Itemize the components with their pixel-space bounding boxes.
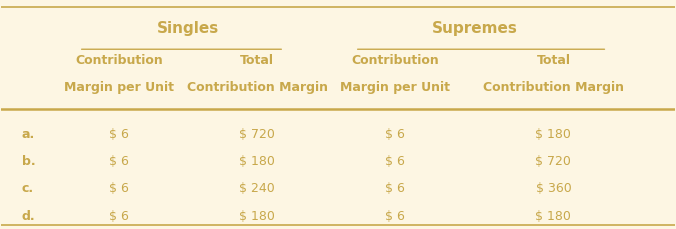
Text: Singles: Singles xyxy=(157,21,219,36)
Text: $ 6: $ 6 xyxy=(110,154,129,167)
Text: Contribution: Contribution xyxy=(352,54,439,67)
Text: Contribution Margin: Contribution Margin xyxy=(483,81,624,94)
Text: Total: Total xyxy=(537,54,571,67)
Text: $ 360: $ 360 xyxy=(535,182,571,194)
Text: c.: c. xyxy=(22,182,34,194)
Text: $ 6: $ 6 xyxy=(385,154,405,167)
Text: d.: d. xyxy=(22,209,35,222)
Text: Margin per Unit: Margin per Unit xyxy=(64,81,174,94)
Text: $ 6: $ 6 xyxy=(385,127,405,140)
Text: Contribution: Contribution xyxy=(75,54,163,67)
Text: a.: a. xyxy=(22,127,35,140)
Text: $ 720: $ 720 xyxy=(535,154,571,167)
Text: $ 180: $ 180 xyxy=(239,154,275,167)
Text: $ 6: $ 6 xyxy=(110,127,129,140)
Text: $ 180: $ 180 xyxy=(535,127,571,140)
Text: $ 240: $ 240 xyxy=(239,182,275,194)
Text: $ 180: $ 180 xyxy=(239,209,275,222)
Text: b.: b. xyxy=(22,154,35,167)
Text: $ 6: $ 6 xyxy=(110,182,129,194)
Text: Supremes: Supremes xyxy=(431,21,517,36)
Text: $ 720: $ 720 xyxy=(239,127,275,140)
Text: $ 180: $ 180 xyxy=(535,209,571,222)
Text: Margin per Unit: Margin per Unit xyxy=(340,81,450,94)
Text: $ 6: $ 6 xyxy=(385,182,405,194)
Text: Contribution Margin: Contribution Margin xyxy=(187,81,328,94)
Text: $ 6: $ 6 xyxy=(385,209,405,222)
Text: $ 6: $ 6 xyxy=(110,209,129,222)
Text: Total: Total xyxy=(240,54,274,67)
